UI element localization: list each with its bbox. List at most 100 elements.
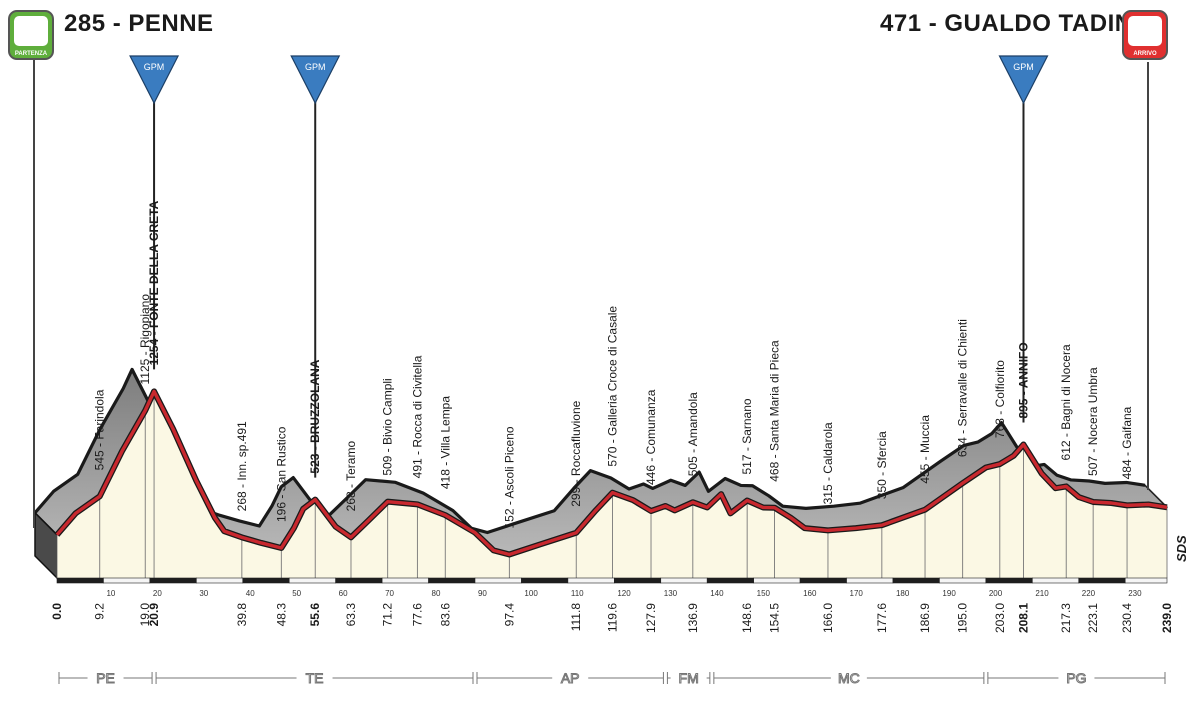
finish-badge-icon: ARRIVO — [1122, 10, 1168, 60]
km-distance-label: 19.0 — [138, 603, 152, 627]
start-city-title: 285 - PENNE — [64, 10, 214, 37]
waypoint-label: 152 - Ascoli Piceno — [502, 426, 516, 528]
km-distance-label: 20.9 — [147, 603, 161, 627]
profile-top-outline — [33, 367, 1146, 535]
km-tick-label: 50 — [292, 589, 301, 598]
km-tick-label: 160 — [803, 589, 817, 598]
km-tick-label: 220 — [1082, 589, 1096, 598]
province-label-bg — [296, 669, 333, 685]
waypoint-label: 1125 - Rigopiano — [138, 294, 152, 385]
finish-badge-label: ARRIVO — [1133, 51, 1157, 57]
province-label: FM — [679, 670, 699, 686]
km-ruler-segment — [474, 577, 522, 584]
km-distance-label: 154.5 — [768, 603, 782, 633]
km-ruler-segment — [1124, 577, 1168, 584]
waypoint-label: 468 - Santa Maria di Pieca — [768, 340, 782, 482]
km-distance-label: 230.4 — [1120, 603, 1134, 633]
km-distance-label: 55.6 — [308, 603, 322, 627]
waypoint-label: 505 - Amandola — [686, 392, 700, 476]
km-tick-label: 80 — [432, 589, 441, 598]
km-tick-label: 30 — [199, 589, 208, 598]
km-tick-label: 100 — [524, 589, 538, 598]
km-tick-label: 230 — [1128, 589, 1142, 598]
km-ruler-segment — [521, 577, 569, 584]
waypoint-label: 446 - Comunanza — [644, 389, 658, 485]
km-distance-label: 77.6 — [410, 603, 424, 627]
km-ruler-segment — [381, 577, 429, 584]
km-ruler-segment — [196, 577, 244, 584]
km-ruler-segment — [103, 577, 151, 584]
waypoint-label: 523 - BRUZZOLANA — [308, 359, 322, 473]
waypoint-label: 545 - Farindola — [93, 389, 107, 470]
waypoint-label: 491 - Rocca di Civitella — [410, 355, 424, 478]
road-line — [55, 389, 1168, 557]
km-ruler-segment — [335, 577, 383, 584]
km-tick-label: 120 — [617, 589, 631, 598]
km-tick-label: 140 — [710, 589, 724, 598]
province-label-bg — [830, 669, 867, 685]
waypoint-label: 315 - Caldarola — [821, 422, 835, 504]
km-ruler-segment — [149, 577, 197, 584]
km-ruler-segment — [428, 577, 476, 584]
km-ruler-segment — [799, 577, 847, 584]
km-tick-label: 180 — [896, 589, 910, 598]
km-ruler-segment — [288, 577, 336, 584]
province-label: PE — [96, 670, 115, 686]
gpm-label: GPM — [1013, 62, 1034, 72]
km-ruler-segment — [753, 577, 801, 584]
km-tick-label: 170 — [850, 589, 864, 598]
waypoint-label: 1254 - FONTE DELLA CRETA — [147, 200, 161, 365]
km-distance-label: 83.6 — [438, 603, 452, 627]
profile-front-face — [57, 391, 1167, 578]
waypoint-label: 484 - Gaifana — [1120, 406, 1134, 479]
km-distance-label: 136.9 — [686, 603, 700, 633]
province-label: AP — [561, 670, 580, 686]
km-distance-label: 177.6 — [875, 603, 889, 633]
km-ruler-segment — [242, 577, 290, 584]
province-label-bg — [670, 669, 707, 685]
km-tick-label: 130 — [664, 589, 678, 598]
km-distance-label: 9.2 — [93, 603, 107, 620]
km-tick-label: 60 — [339, 589, 348, 598]
province-label: TE — [306, 670, 324, 686]
start-badge-icon: PARTENZA — [8, 10, 54, 60]
km-ruler-segment — [892, 577, 940, 584]
gpm-triangle-icon — [998, 55, 1049, 105]
gpm-label: GPM — [144, 62, 165, 72]
km-tick-label: 210 — [1035, 589, 1049, 598]
waypoint-label: 634 - Serravalle di Chienti — [956, 319, 970, 457]
waypoint-label: 196 - San Rustico — [274, 426, 288, 522]
finish-city-title: 471 - GUALDO TADINO — [880, 10, 1152, 37]
km-distance-label: 217.3 — [1059, 603, 1073, 633]
waypoint-label: 350 - Sfercia — [875, 431, 889, 499]
waypoint-label: 268 - Teramo — [344, 441, 358, 512]
waypoint-label: 612 - Bagni di Nocera — [1059, 344, 1073, 460]
province-label-bg — [87, 669, 124, 685]
gpm-triangle-icon — [129, 55, 180, 105]
km-tick-label: 90 — [478, 589, 487, 598]
km-tick-label: 10 — [106, 589, 115, 598]
km-distance-label: 39.8 — [235, 603, 249, 627]
km-tick-label: 20 — [153, 589, 162, 598]
km-distance-label: 97.4 — [502, 603, 516, 627]
km-ruler-segment — [1078, 577, 1126, 584]
province-label-bg — [552, 669, 589, 685]
km-distance-label: 0.0 — [50, 603, 64, 620]
km-distance-label: 148.6 — [740, 603, 754, 633]
waypoint-label: 455 - Muccia — [918, 415, 932, 484]
km-tick-label: 70 — [385, 589, 394, 598]
km-tick-label: 110 — [571, 589, 584, 598]
province-label: PG — [1066, 670, 1086, 686]
waypoint-label: 299 - Roccafluvione — [569, 400, 583, 506]
km-tick-label: 190 — [942, 589, 956, 598]
km-distance-label: 208.1 — [1016, 603, 1030, 633]
km-tick-label: 200 — [989, 589, 1003, 598]
km-distance-label: 195.0 — [956, 603, 970, 633]
km-distance-label: 48.3 — [274, 603, 288, 627]
km-distance-label: 239.0 — [1160, 603, 1174, 633]
waypoint-label: 507 - Nocera Umbra — [1086, 367, 1100, 476]
km-distance-label: 119.6 — [605, 603, 619, 632]
waypoint-label: 509 - Bivio Campli — [381, 378, 395, 475]
waypoint-label: 517 - Sarnano — [740, 398, 754, 474]
